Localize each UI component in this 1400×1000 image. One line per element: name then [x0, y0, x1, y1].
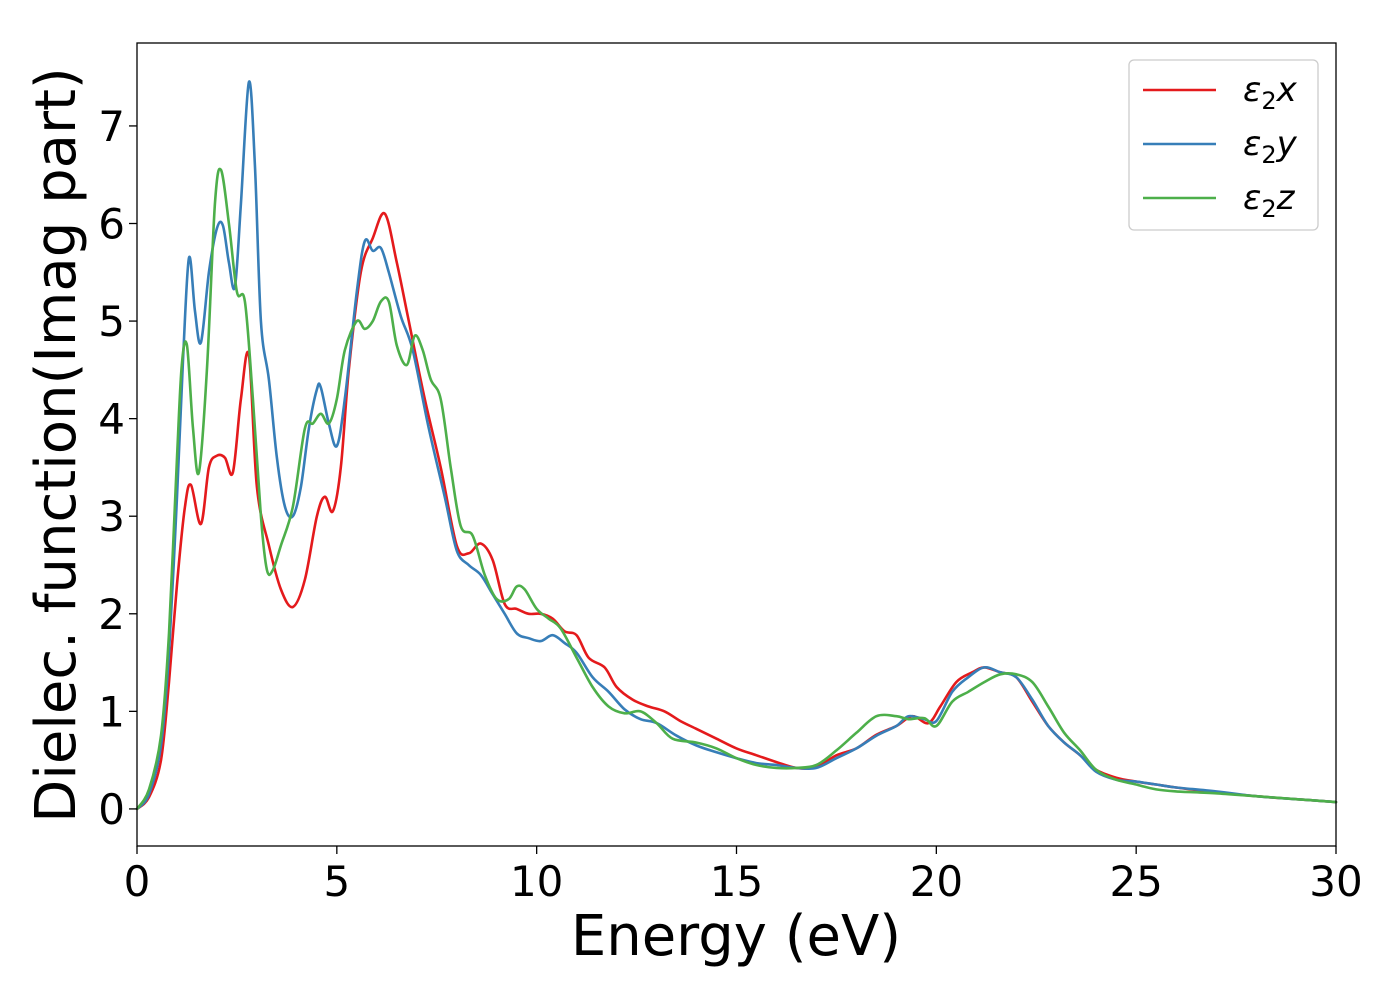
y-tick-label: 0	[98, 785, 125, 834]
y-axis: 0 1 2 3 4 5 6 7	[98, 102, 137, 834]
legend-label-z: ε2z	[1243, 178, 1296, 223]
legend: ε2x ε2y ε2z	[1128, 59, 1319, 231]
legend-label-x: ε2x	[1243, 70, 1298, 115]
x-tick-label: 20	[910, 857, 963, 906]
x-tick-label: 0	[124, 857, 151, 906]
series-line-x	[135, 211, 1338, 811]
x-tick-label: 15	[710, 857, 763, 906]
x-axis-title: Energy (eV)	[571, 904, 901, 969]
y-tick-label: 1	[98, 687, 125, 736]
y-tick-label: 3	[98, 492, 125, 541]
x-tick-label: 5	[323, 857, 350, 906]
y-tick-label: 4	[98, 395, 125, 444]
x-axis: 0 5 10 15 20 25 30	[124, 846, 1363, 906]
legend-label-y: ε2y	[1243, 124, 1298, 169]
legend-box	[1128, 59, 1319, 231]
y-tick-label: 7	[98, 102, 125, 151]
y-tick-label: 6	[98, 200, 125, 249]
y-tick-label: 5	[98, 297, 125, 346]
x-tick-label: 30	[1309, 857, 1362, 906]
series-layer	[135, 80, 1338, 811]
y-axis-title: Dielec. function(Imag part)	[24, 67, 89, 823]
x-tick-label: 10	[510, 857, 563, 906]
y-tick-label: 2	[98, 590, 125, 639]
x-tick-label: 25	[1109, 857, 1162, 906]
series-line-z	[135, 167, 1338, 811]
